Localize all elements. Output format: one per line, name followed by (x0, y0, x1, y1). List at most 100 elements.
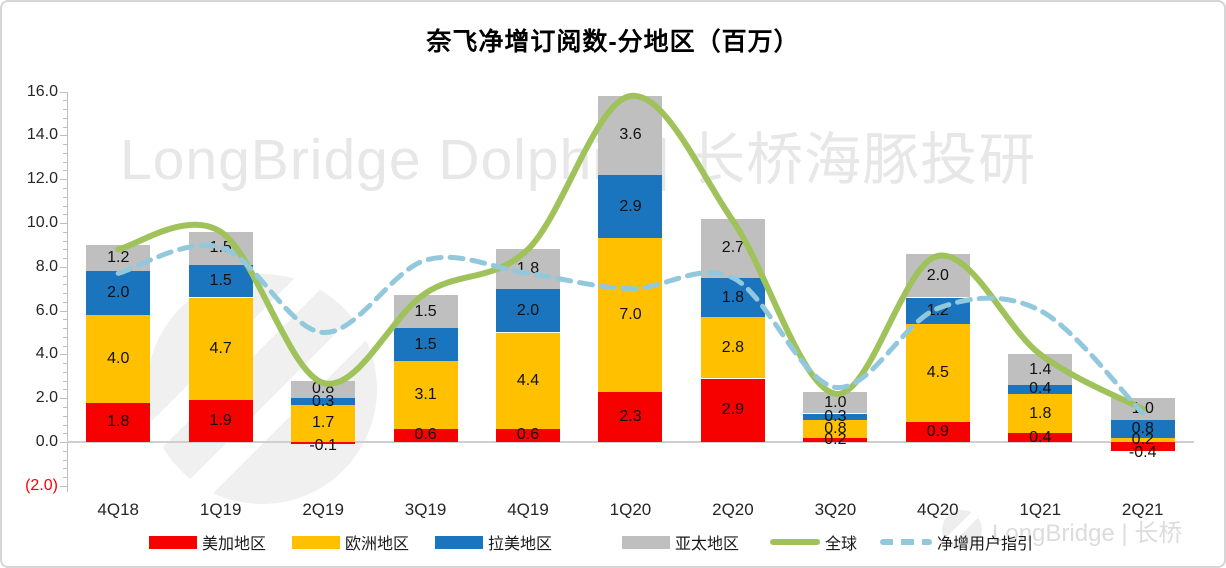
chart-title: 奈飞净增订阅数-分地区（百万） (426, 28, 800, 56)
y-axis-label: 12.0 (26, 170, 58, 188)
bar-segment (803, 413, 868, 421)
y-axis-tick (63, 424, 67, 426)
y-axis-tick (63, 188, 67, 189)
bar-value-label: 1.0 (824, 393, 847, 411)
bar-value-label: 2.0 (516, 301, 540, 319)
legend-swatch (622, 535, 670, 549)
y-axis-tick (63, 319, 67, 321)
y-axis-tick (63, 363, 67, 365)
legend-item: 净增用户指引 (880, 530, 1033, 554)
legend-swatch (880, 539, 932, 545)
y-axis-tick (63, 415, 67, 417)
bar-value-label: -0.1 (309, 437, 337, 455)
bar-value-label: 4.4 (516, 371, 540, 389)
bar-segment (803, 437, 868, 442)
bar-value-label: 0.8 (824, 419, 847, 437)
x-axis-label: 2Q20 (712, 500, 754, 519)
x-axis-label: 1Q21 (1019, 500, 1062, 519)
x-axis-label: 2Q21 (1121, 500, 1164, 519)
bar-value-label: 2.3 (619, 407, 642, 425)
legend-item: 欧洲地区 (292, 530, 409, 554)
bar-value-label: 1.0 (1131, 400, 1154, 418)
bar-value-label: 2.8 (721, 338, 745, 356)
x-axis-label: 3Q19 (404, 500, 447, 519)
legend-label: 亚太地区 (675, 536, 740, 553)
y-axis-tick (63, 117, 67, 119)
bar-value-label: 7.0 (619, 306, 642, 323)
y-axis-tick (63, 170, 67, 172)
y-axis-tick (60, 485, 67, 487)
bar-value-label: 1.5 (414, 335, 437, 353)
bar-value-label: 0.8 (312, 380, 335, 398)
y-axis-tick (63, 284, 67, 286)
watermark-logo-icon-small (942, 510, 982, 550)
y-axis-line (67, 91, 68, 492)
bar-value-label: 0.2 (824, 430, 847, 448)
y-axis-label: 8.0 (35, 257, 58, 275)
y-axis-tick (63, 328, 67, 330)
x-axis-label: 1Q19 (199, 500, 242, 519)
bar-segment (1008, 433, 1073, 442)
y-axis-label: 16.0 (26, 82, 58, 100)
y-axis-tick (63, 109, 67, 111)
bar-value-label: 3.1 (414, 385, 437, 403)
legend-label: 净增用户指引 (937, 536, 1034, 553)
y-axis-tick (63, 407, 67, 408)
x-axis-label: 4Q19 (507, 500, 549, 519)
bar-value-label: 1.7 (312, 414, 335, 432)
bar-value-label: 0.2 (1131, 430, 1154, 448)
bar-value-label: 1.5 (209, 272, 232, 289)
bar-value-label: -0.4 (1128, 443, 1157, 461)
bar-value-label: 3.6 (619, 126, 642, 144)
bar-value-label: 1.9 (209, 412, 232, 430)
bar-value-label: 2.0 (107, 284, 130, 302)
y-axis-tick (60, 310, 67, 312)
bar-value-label: 4.5 (926, 364, 949, 381)
bar-value-label: 2.9 (721, 401, 745, 419)
bar-value-label: 2.7 (721, 239, 745, 257)
y-axis-label: 14.0 (26, 126, 58, 144)
legend-item: 亚太地区 (622, 530, 739, 554)
y-axis-tick (63, 301, 67, 303)
y-axis-tick (63, 389, 67, 391)
watermark-corner-text: LongBridge | 长桥 (992, 519, 1183, 547)
y-axis-tick (60, 179, 67, 181)
bar-value-label: 0.4 (1029, 380, 1052, 398)
bar-value-label: 1.8 (1029, 404, 1052, 422)
bar-value-label: 1.5 (414, 302, 437, 320)
bar-segment (1110, 437, 1175, 442)
legend-item: 拉美地区 (435, 530, 552, 554)
bar-segment (291, 442, 356, 445)
y-axis-tick (60, 266, 67, 268)
y-axis-tick (60, 91, 67, 93)
y-axis-label: 10.0 (26, 214, 58, 231)
bar-value-label: 1.2 (926, 301, 949, 319)
y-axis-tick (60, 135, 67, 137)
y-axis-tick (63, 126, 67, 128)
x-axis-label: 4Q20 (917, 500, 959, 519)
bar-value-label: 1.8 (516, 260, 540, 277)
bar-value-label: 1.2 (107, 249, 130, 266)
bar-value-label: 0.9 (926, 423, 949, 441)
legend-label: 美加地区 (202, 536, 267, 553)
y-axis-tick (63, 371, 67, 373)
y-axis-tick (63, 205, 67, 207)
bar-segment (803, 420, 868, 438)
y-axis-label: 6.0 (35, 301, 58, 319)
x-axis-label: 1Q20 (609, 500, 652, 519)
y-axis-tick (63, 214, 67, 216)
y-axis-tick (63, 100, 67, 102)
bar-segment (496, 428, 561, 442)
y-axis-tick (60, 442, 67, 443)
y-axis-tick (63, 336, 67, 338)
y-axis-tick (63, 293, 67, 295)
y-axis-tick (63, 231, 67, 233)
legend-item: 美加地区 (149, 530, 266, 554)
legend-label: 欧洲地区 (345, 536, 410, 553)
bar-value-label: 1.8 (721, 288, 745, 306)
bar-value-label: 4.7 (209, 339, 232, 357)
y-axis-tick (63, 144, 67, 146)
y-axis-label: 2.0 (35, 389, 58, 407)
y-axis-tick (63, 345, 67, 347)
